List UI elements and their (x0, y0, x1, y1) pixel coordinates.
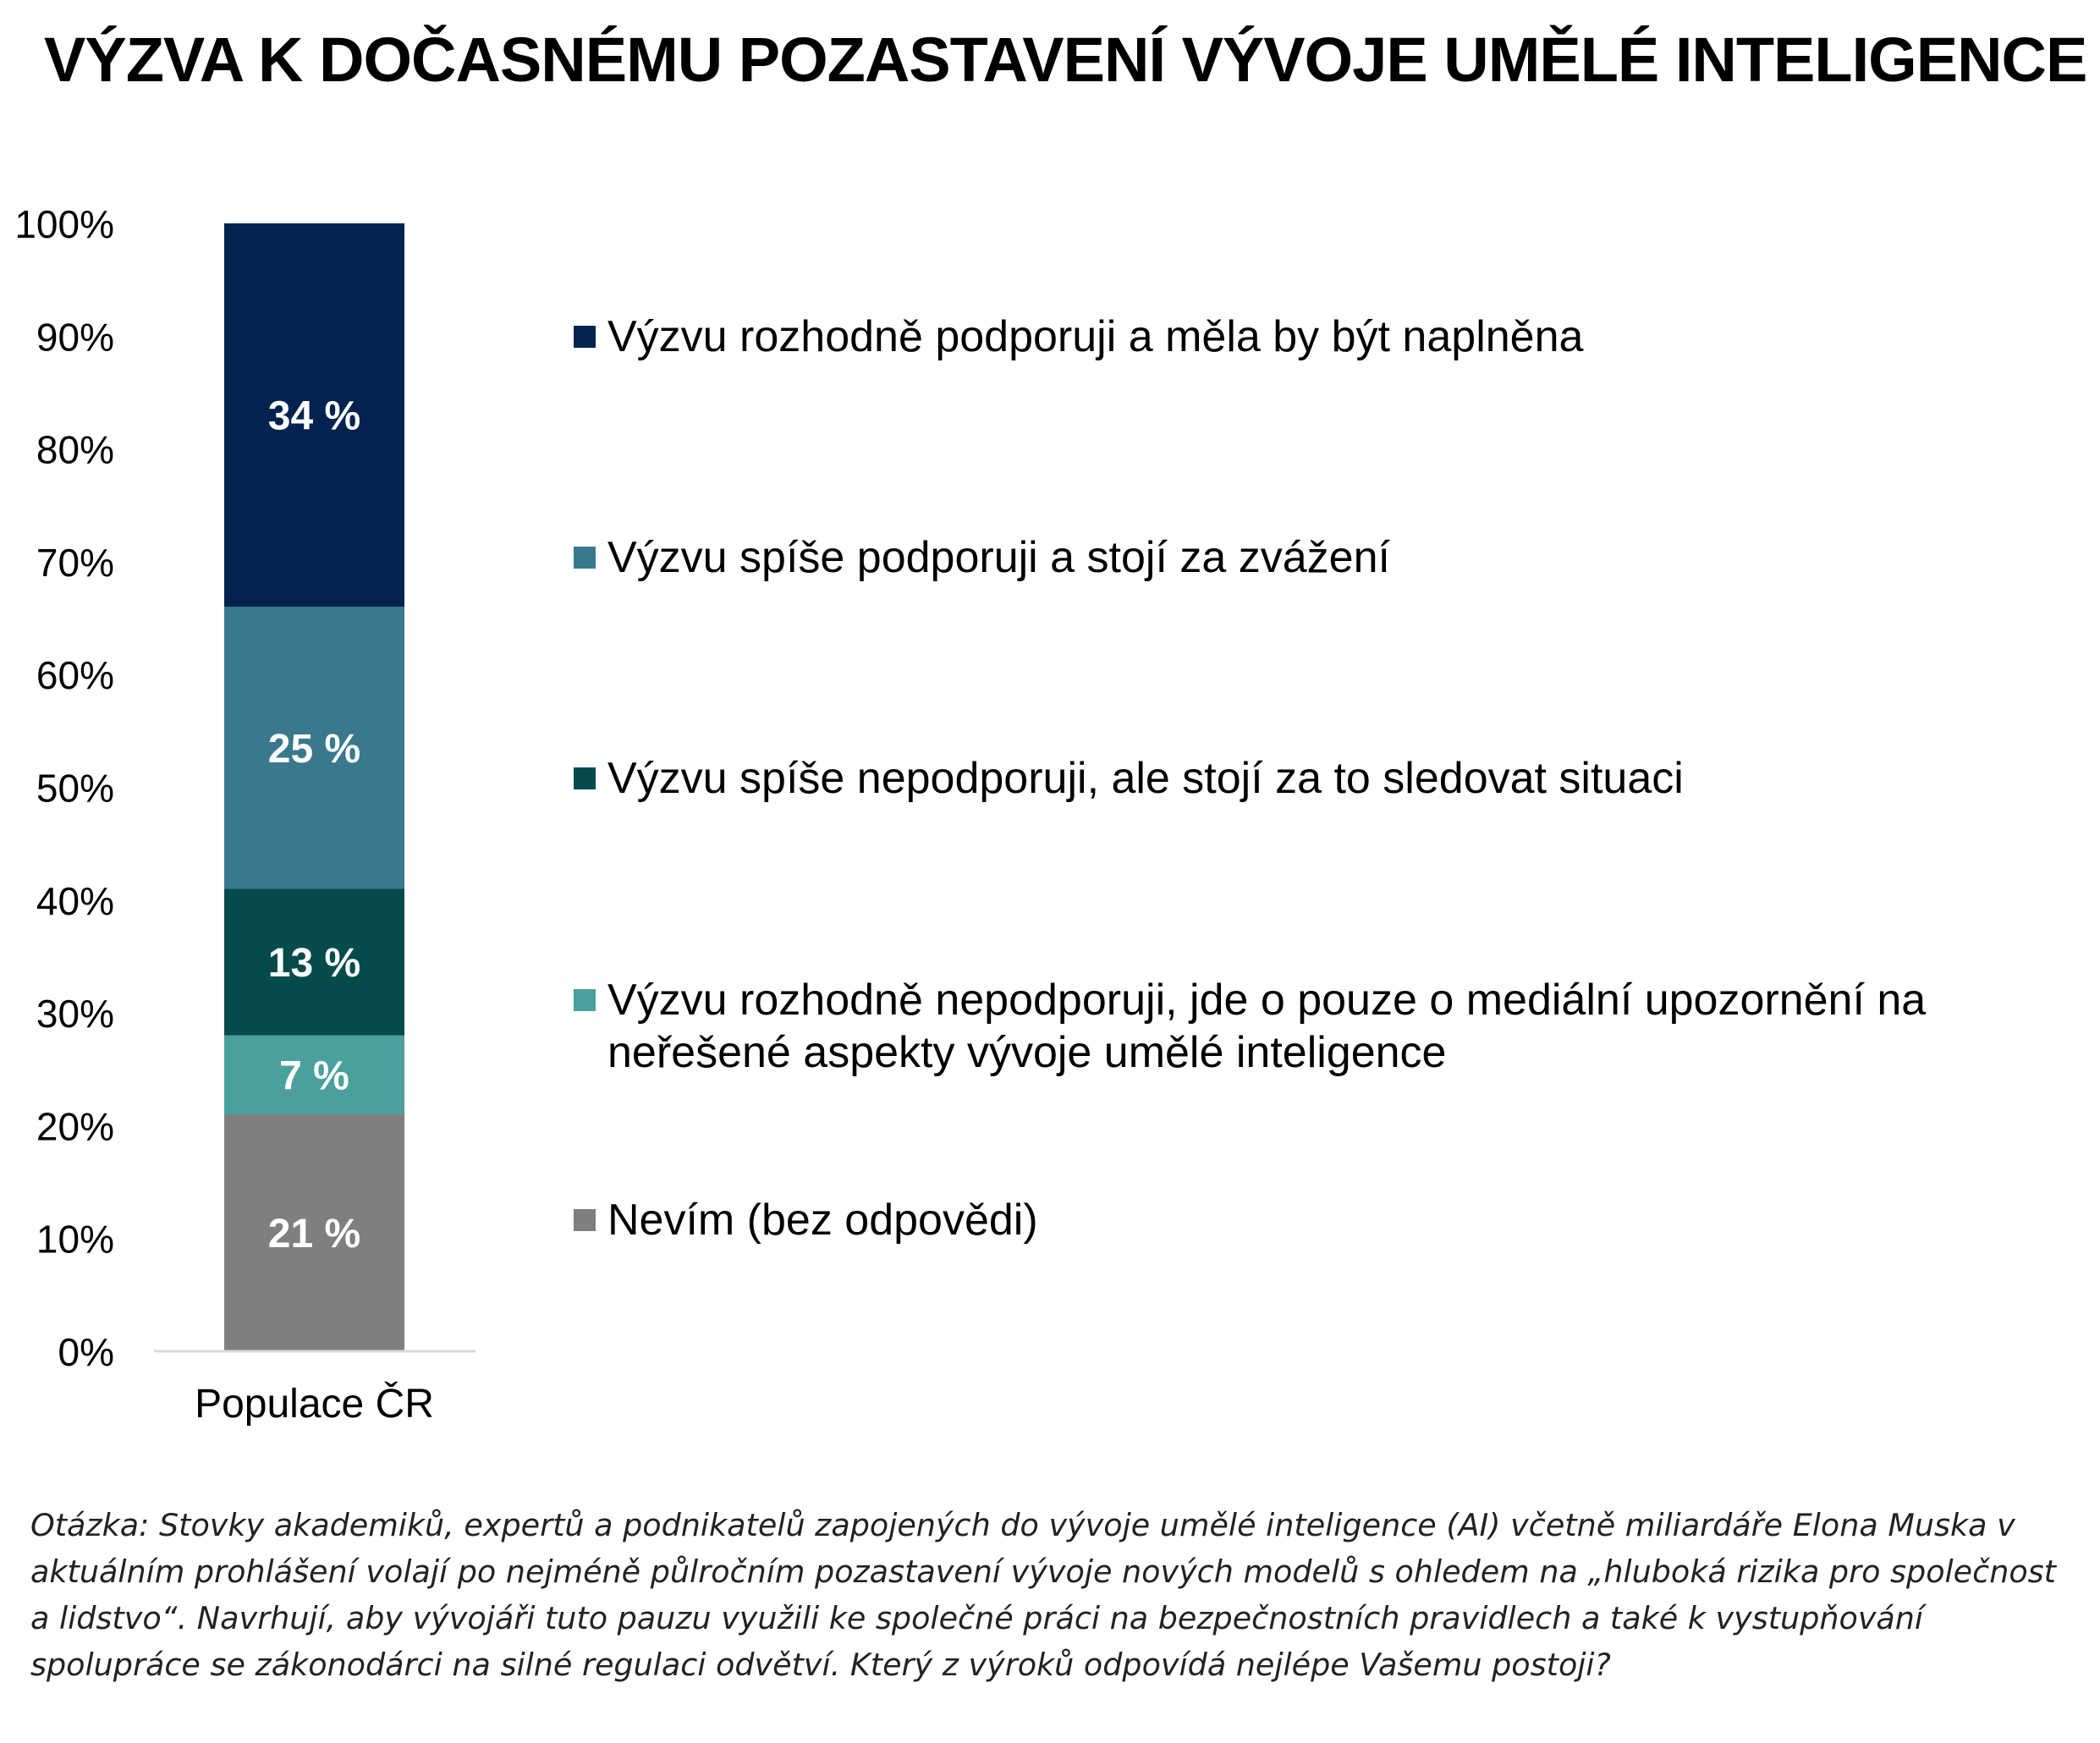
legend-swatch (574, 326, 596, 348)
bar-segment (224, 607, 404, 889)
y-tick-label: 30% (36, 992, 114, 1036)
bar-segment (224, 1035, 404, 1115)
y-tick-label: 80% (36, 428, 114, 472)
bar-data-label: 21 % (268, 1212, 360, 1256)
legend-label: Výzvu rozhodně nepodporuji, jde o pouze … (607, 976, 1927, 1077)
y-tick-label: 40% (36, 879, 114, 923)
y-tick-label: 20% (36, 1104, 114, 1148)
bar-data-label: 25 % (268, 727, 360, 772)
chart-title: VÝZVA K DOČASNÉMU POZASTAVENÍ VÝVOJE UMĚ… (44, 25, 2087, 95)
y-axis-tick-labels: 0% 10% 20% 30% 40% 50% 60% 70% 80% 90% 100% (14, 202, 114, 1374)
x-axis-tick-labels: Populace ČR (195, 1381, 434, 1427)
bar-segments (224, 223, 404, 1351)
legend-item: Výzvu rozhodně podporuji a měla by být n… (574, 311, 2100, 363)
y-tick-label: 70% (36, 541, 114, 585)
bar-segment (224, 888, 404, 1036)
survey-question-note: Otázka: Stovky akademiků, expertů a podn… (30, 1507, 2056, 1683)
y-tick-label: 50% (36, 767, 114, 811)
y-tick-label: 100% (14, 202, 114, 246)
y-tick-label: 10% (36, 1218, 114, 1262)
data-labels: 21 % 7 % 13 % 25 % 34 % (268, 394, 360, 1256)
bar-segment (224, 223, 404, 608)
y-tick-label: 0% (58, 1330, 114, 1374)
legend-label: Výzvu spíše nepodporuji, ale stojí za to… (607, 754, 1684, 803)
legend-swatch (574, 767, 596, 789)
legend-item: Výzvu spíše podporuji a stojí za zvážení (574, 531, 2100, 584)
bar-data-label: 34 % (268, 394, 360, 439)
legend-label: Výzvu rozhodně podporuji a měla by být n… (607, 312, 1584, 361)
bar-data-label: 7 % (279, 1053, 349, 1098)
legend-label: Nevím (bez odpovědi) (607, 1196, 1038, 1245)
bar-segment (224, 1114, 404, 1351)
stacked-bar-plot: 0% 10% 20% 30% 40% 50% 60% 70% 80% 90% 100% 21 % 7 … (14, 202, 476, 1427)
legend-swatch (574, 989, 596, 1011)
y-tick-label: 60% (36, 653, 114, 697)
legend-item: Výzvu rozhodně nepodporuji, jde o pouze … (574, 974, 2100, 1079)
legend-swatch (574, 547, 596, 569)
bar-data-label: 13 % (268, 941, 360, 986)
legend-swatch (574, 1209, 596, 1231)
legend-label: Výzvu spíše podporuji a stojí za zvážení (607, 533, 1390, 582)
legend-item: Nevím (bez odpovědi) (574, 1194, 2100, 1246)
x-tick-label: Populace ČR (195, 1381, 434, 1427)
legend-item: Výzvu spíše nepodporuji, ale stojí za to… (574, 752, 2100, 805)
y-tick-label: 90% (36, 315, 114, 359)
